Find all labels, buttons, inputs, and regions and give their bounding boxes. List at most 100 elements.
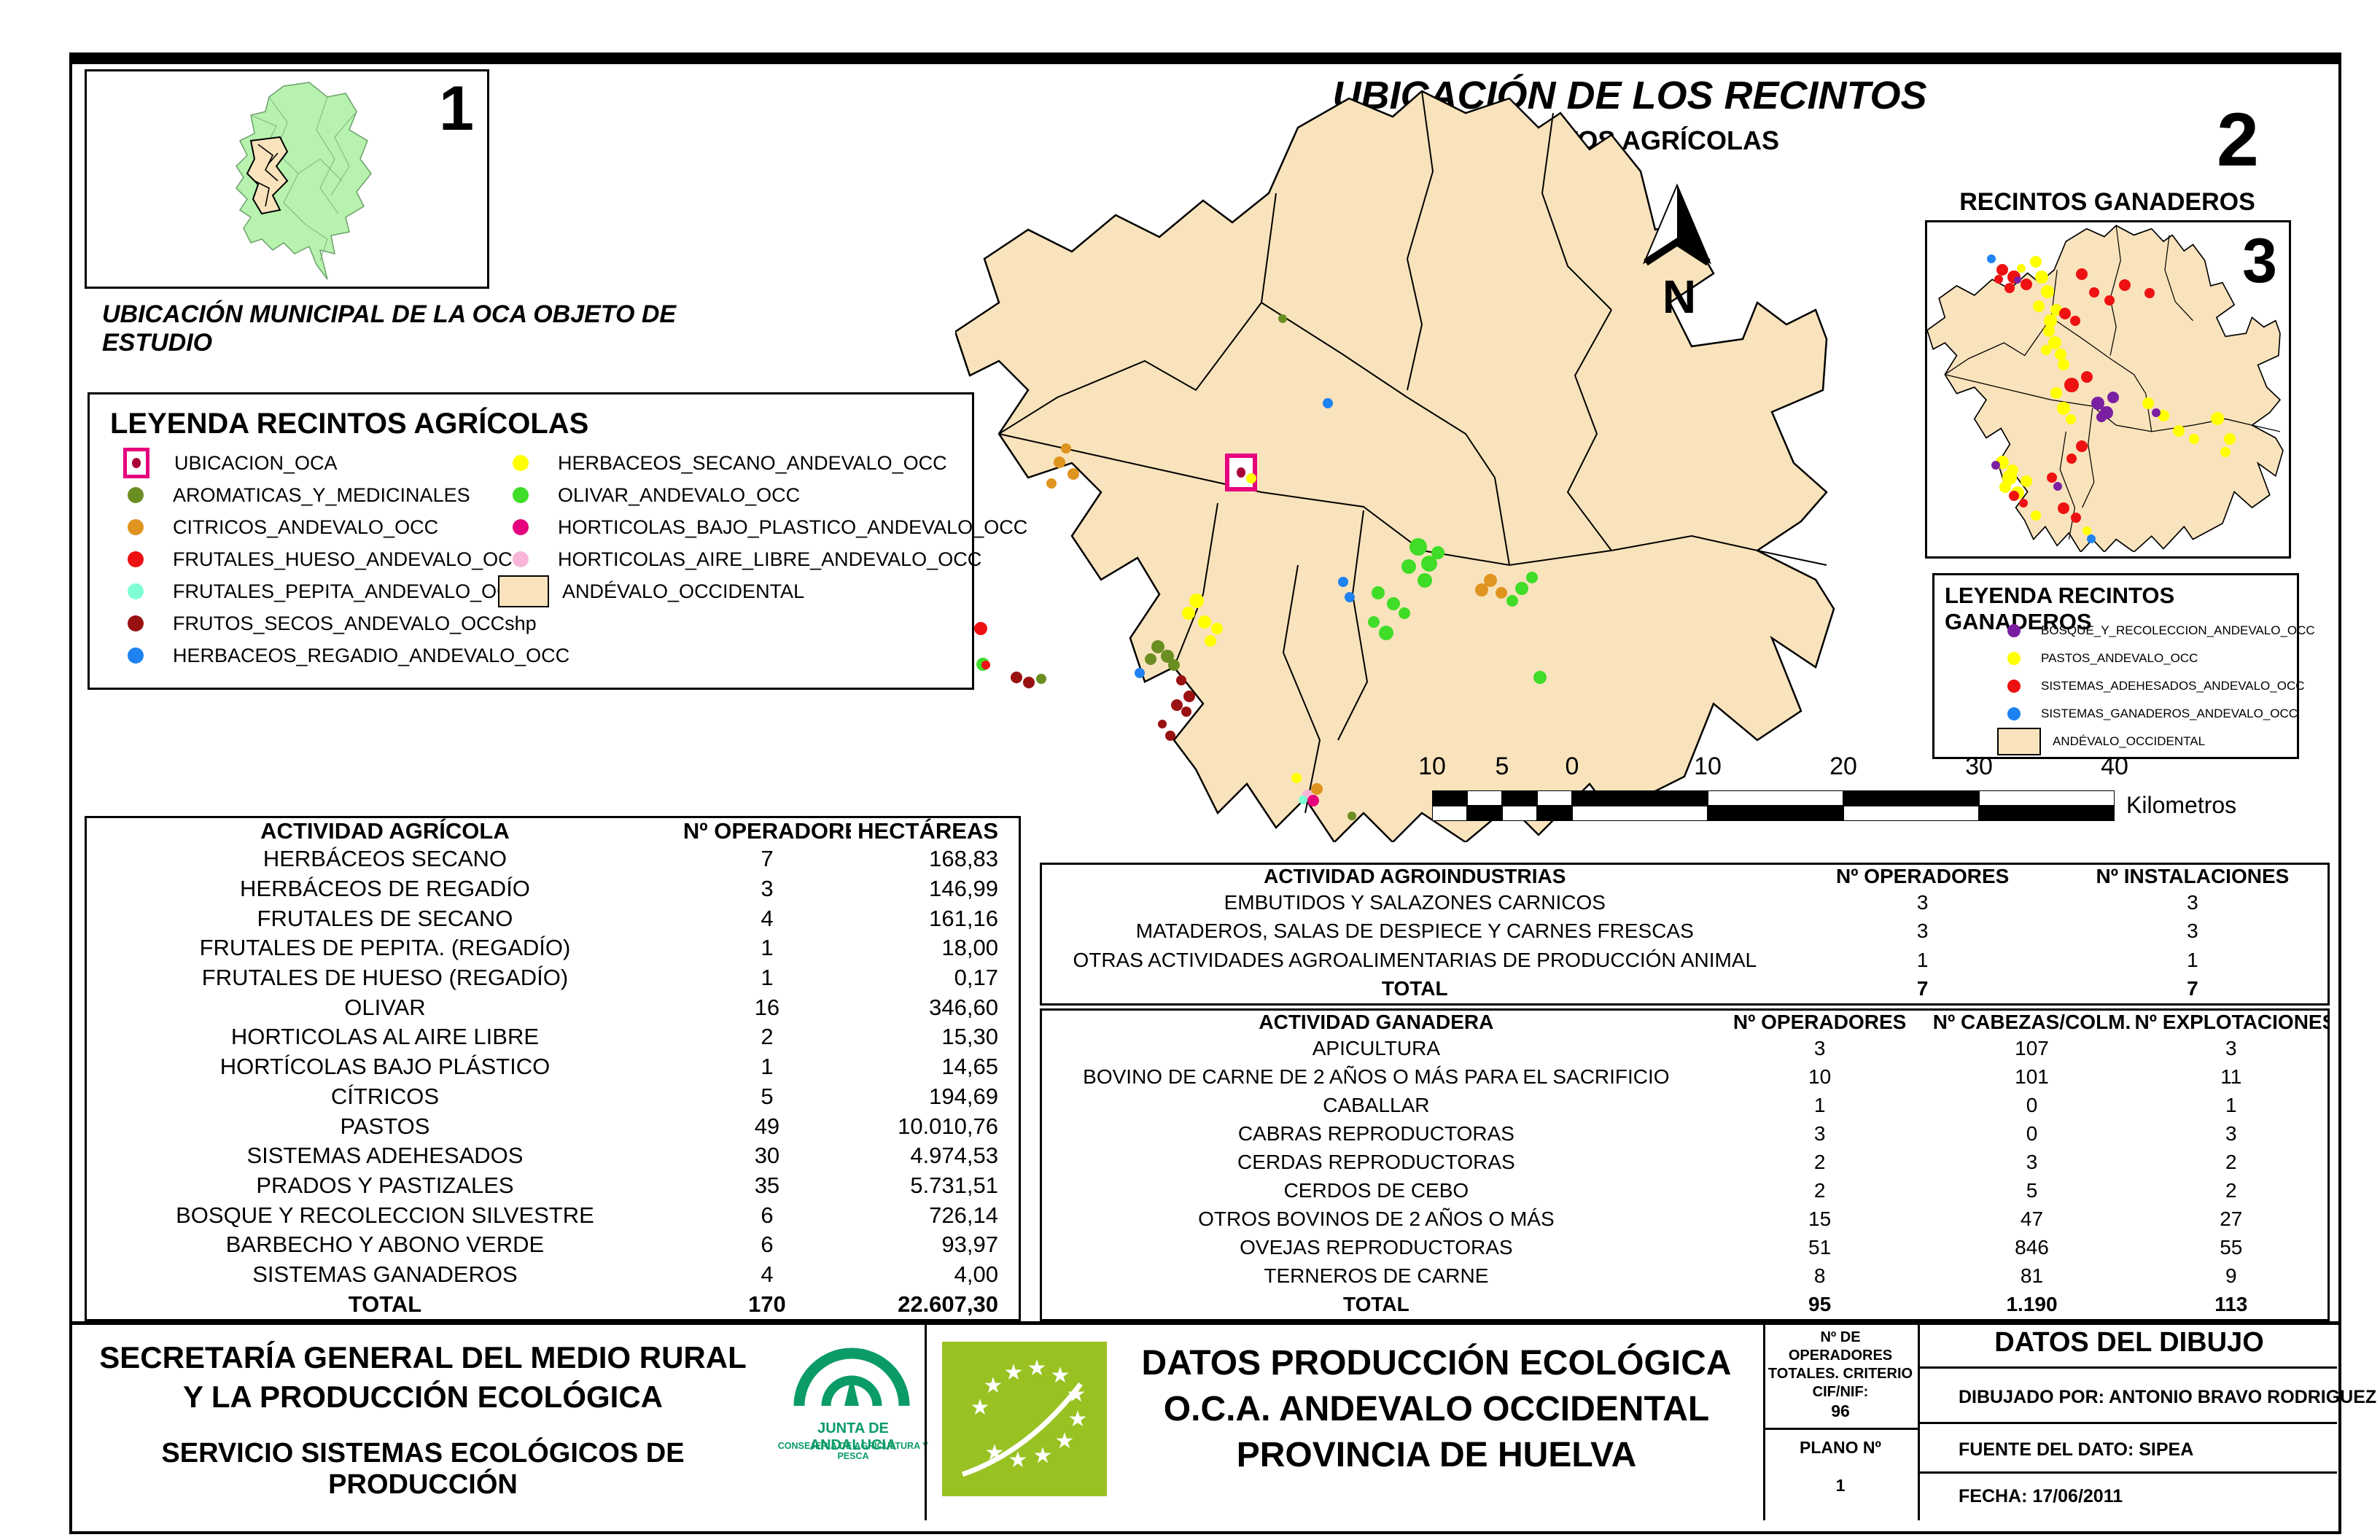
dot-icon: [128, 487, 144, 503]
table-cell: OVEJAS REPRODUCTORAS: [1240, 1236, 1513, 1259]
table-cell: 6: [761, 1232, 774, 1258]
inset-huelva-map: [236, 82, 372, 280]
actividad-agroindustrias-table-box: ACTIVIDAD AGROINDUSTRIAS Nº OPERADORES Nº …: [1040, 863, 2330, 1006]
junta-andalucia-logo-icon: [793, 1348, 910, 1407]
table-cell: TERNEROS DE CARNE: [1264, 1264, 1489, 1288]
table-cell: 49: [754, 1113, 780, 1139]
table-cell: 2: [1813, 1150, 1826, 1173]
table-cell: 3: [1916, 890, 1929, 914]
table-cell: 3: [1813, 1121, 1826, 1145]
scale-label: 10: [1694, 752, 1722, 780]
table-cell: BOSQUE Y RECOLECCION SILVESTRE: [176, 1202, 594, 1228]
legend-item-label: FRUTOS_SECOS_ANDEVALO_OCCshp: [173, 612, 537, 634]
table-cell: APICULTURA: [1312, 1036, 1441, 1059]
table-cell: 95: [1808, 1293, 1832, 1316]
table-cell: 2: [761, 1024, 774, 1050]
footer-org-line3: SERVICIO SISTEMAS ECOLÓGICOS DE PRODUCCI…: [161, 1438, 685, 1500]
scale-label: 0: [1565, 752, 1579, 780]
footer-title-line3: PROVINCIA DE HUELVA: [1236, 1436, 1637, 1474]
legend-item-label: HERBACEOS_SECANO_ANDEVALO_OCC: [558, 451, 947, 474]
dot-icon: [513, 487, 529, 503]
table-cell: CABRAS REPRODUCTORAS: [1237, 1121, 1514, 1145]
legend-item-label: PASTOS_ANDEVALO_OCC: [2041, 651, 2198, 665]
dot-icon: [2007, 652, 2021, 665]
scale-label: 20: [1829, 752, 1857, 780]
table-cell: 0,17: [954, 965, 998, 991]
dot-icon: [513, 455, 529, 471]
table-cell: SISTEMAS GANADEROS: [252, 1261, 518, 1287]
column-header: Nº OPERADORES: [682, 818, 851, 844]
legend-item: AROMATICAS_Y_MEDICINALES: [128, 482, 470, 508]
table-cell: CÍTRICOS: [330, 1083, 440, 1109]
table-cell: 1: [2225, 1093, 2237, 1116]
legend-item: FRUTALES_HUESO_ANDEVALO_OCC: [128, 546, 526, 572]
table-cell: 194,69: [929, 1083, 998, 1109]
table-cell: 7: [761, 846, 774, 872]
junta-andalucia-dept: CONSEJERÍA DE AGRICULTURA Y PESCA: [777, 1441, 929, 1461]
table-cell: 726,14: [929, 1202, 998, 1228]
table-cell: 15,30: [941, 1024, 998, 1050]
svg-text:★: ★: [1051, 1363, 1070, 1388]
table-cell: EMBUTIDOS Y SALAZONES CARNICOS: [1224, 890, 1606, 914]
dot-icon: [513, 519, 529, 535]
dot-icon: [128, 648, 144, 664]
table-cell: 1.190: [2006, 1293, 2058, 1316]
legend-item: FRUTALES_PEPITA_ANDEVALO_OCC: [128, 578, 525, 604]
column-header: Nº INSTALACIONES: [2096, 865, 2290, 887]
scale-label: 10: [1418, 752, 1446, 780]
region-swatch-icon: [1997, 728, 2041, 755]
table-cell: 4,00: [954, 1261, 998, 1287]
scale-bar: 10 5 0 10 20 30 40: [1418, 752, 2198, 825]
inset-map-numeral: 1: [439, 74, 474, 144]
table-cell: 2: [2225, 1150, 2237, 1173]
table-cell: 6: [761, 1202, 774, 1228]
table-cell: PASTOS: [340, 1113, 430, 1139]
table-row: CABRAS REPRODUCTORAS 3 0 3: [1042, 1119, 2328, 1148]
table-cell: 3: [2026, 1150, 2038, 1173]
table-cell: 161,16: [929, 905, 998, 931]
table-cell: 10: [1808, 1065, 1832, 1088]
legend-agricolas-box: LEYENDA RECINTOS AGRÍCOLAS UBICACION_OCA…: [88, 392, 1027, 690]
legend-item-label: OLIVAR_ANDEVALO_OCC: [558, 483, 801, 506]
operadores-totales-label: Nº DE OPERADORES TOTALES. CRITERIO CIF/N…: [1768, 1329, 1913, 1400]
actividad-agroindustrias-table: ACTIVIDAD AGROINDUSTRIAS Nº OPERADORES Nº …: [1042, 865, 2328, 1003]
table-row: TOTAL 170 22.607,30: [87, 1289, 1019, 1319]
table-cell: 1: [1813, 1093, 1826, 1116]
dibujo-rule-1: [1919, 1366, 2337, 1369]
table-cell: 101: [2015, 1065, 2049, 1088]
legend-item: UBICACION_OCA: [123, 448, 338, 478]
actividad-ganadera-table: ACTIVIDAD GANADERA Nº OPERADORES Nº CABEZA…: [1042, 1011, 2328, 1319]
column-header: ACTIVIDAD AGROINDUSTRIAS: [1264, 865, 1566, 887]
footer-top-rule: [69, 1321, 2338, 1325]
table-cell: 30: [754, 1143, 780, 1169]
legend-item-label: FRUTALES_PEPITA_ANDEVALO_OCC: [173, 580, 526, 602]
table-row: SISTEMAS GANADEROS 4 4,00: [87, 1260, 1019, 1290]
footer-title-line1: DATOS PRODUCCIÓN ECOLÓGICA: [1141, 1344, 1732, 1382]
table-cell: OLIVAR: [344, 994, 426, 1020]
main-map-numeral: 2: [2217, 98, 2259, 182]
ganaderos-map-title: RECINTOS GANADEROS: [1959, 188, 2255, 216]
column-header: Nº OPERADORES: [1732, 1011, 1907, 1033]
table-row: CERDOS DE CEBO 2 5 2: [1042, 1176, 2328, 1205]
legend-item-label: BOSQUE_Y_RECOLECCION_ANDEVALO_OCC: [2041, 623, 2315, 637]
dibujo-rule-3: [1919, 1471, 2337, 1474]
legend-item-label: SISTEMAS_GANADEROS_ANDEVALO_OCC: [2041, 707, 2298, 720]
svg-text:★: ★: [1004, 1360, 1024, 1385]
svg-text:★: ★: [1027, 1356, 1047, 1381]
operadores-totales-value: 96: [1831, 1401, 1850, 1420]
svg-text:★: ★: [1067, 1382, 1086, 1407]
table-cell: 4: [761, 905, 774, 931]
table-cell: 1: [1916, 948, 1929, 971]
table-cell: 55: [2220, 1236, 2243, 1259]
table-cell: 1: [761, 965, 774, 991]
legend-item: SISTEMAS_ADEHESADOS_ANDEVALO_OCC: [2007, 673, 2305, 699]
ganaderos-map-numeral: 3: [2242, 226, 2277, 296]
table-row: BARBECHO Y ABONO VERDE 6 93,97: [87, 1230, 1019, 1260]
table-cell: CABALLAR: [1323, 1093, 1430, 1116]
table-cell: 0: [2026, 1121, 2038, 1145]
table-row: HORTÍCOLAS BAJO PLÁSTICO 1 14,65: [87, 1052, 1019, 1082]
dot-icon: [2007, 624, 2021, 637]
legend-item: PASTOS_ANDEVALO_OCC: [2007, 645, 2198, 672]
table-row: PRADOS Y PASTIZALES 35 5.731,51: [87, 1171, 1019, 1201]
